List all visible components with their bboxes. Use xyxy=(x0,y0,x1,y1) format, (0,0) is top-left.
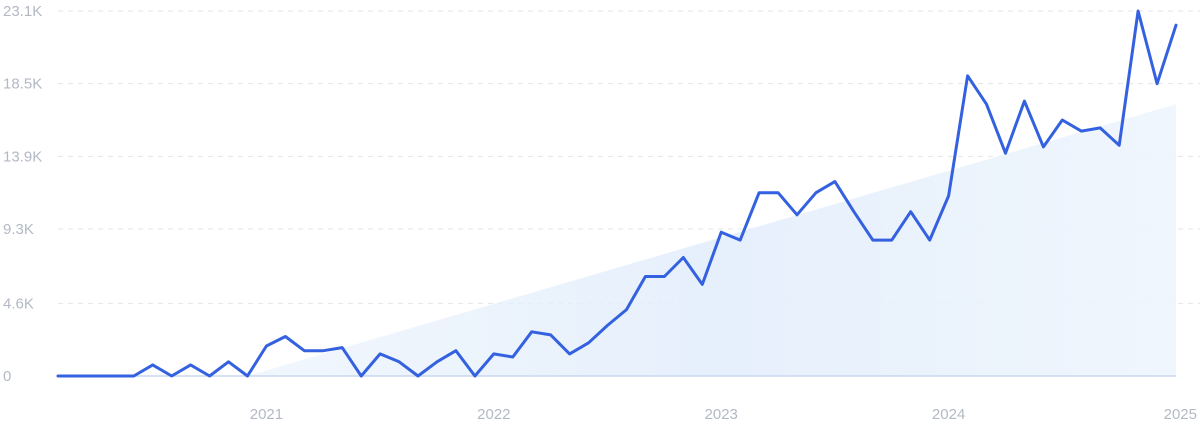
x-tick-label: 2023 xyxy=(705,406,738,423)
y-tick-label: 4.6K xyxy=(3,295,34,312)
y-tick-label: 9.3K xyxy=(3,221,34,238)
series-layer xyxy=(56,9,1178,378)
x-tick-label: 2025 xyxy=(1164,406,1197,423)
y-tick-labels: 0 4.6K 9.3K 13.9K 18.5K 23.1K xyxy=(3,3,42,385)
x-tick-labels: 2021 2022 2023 2024 2025 xyxy=(250,406,1197,423)
trend-area xyxy=(247,104,1177,377)
y-tick-label: 23.1K xyxy=(3,3,42,20)
x-tick-label: 2024 xyxy=(932,406,965,423)
trend-area-shape xyxy=(247,104,1177,377)
series-line xyxy=(56,9,1178,378)
y-tick-label: 13.9K xyxy=(3,148,42,165)
x-tick-label: 2021 xyxy=(250,406,283,423)
y-tick-label: 0 xyxy=(3,368,11,385)
y-tick-label: 18.5K xyxy=(3,76,42,93)
x-tick-label: 2022 xyxy=(477,406,510,423)
